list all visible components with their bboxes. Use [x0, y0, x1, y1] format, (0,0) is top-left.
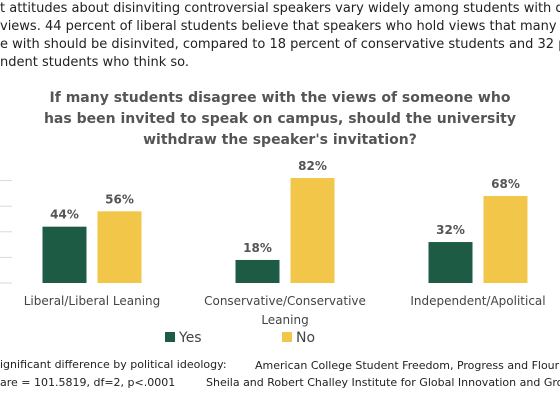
source: Sheila and Robert Challey Institute for …: [206, 376, 560, 389]
legend-label: Yes: [178, 330, 202, 346]
data-label: 18%: [243, 241, 272, 255]
paragraph-line: views. 44 percent of liberal students be…: [0, 19, 560, 34]
chart-title: If many students disagree with the views…: [43, 90, 517, 148]
data-label: 44%: [50, 208, 79, 222]
x-tick-label: Independent/Apolitical: [410, 294, 546, 308]
data-label: 82%: [298, 159, 327, 173]
data-label: 68%: [491, 177, 520, 191]
paragraph-line: ndent students who think so.: [0, 55, 189, 70]
bar: [428, 242, 473, 283]
legend-label: No: [296, 330, 315, 346]
x-tick-label: Liberal/Liberal Leaning: [23, 294, 161, 308]
data-label: 32%: [436, 223, 465, 237]
note: are = 101.5819, df=2, p<.0001: [0, 376, 176, 389]
source: American College Student Freedom, Progre…: [255, 359, 560, 372]
bar: [42, 226, 87, 283]
note: ignificant difference by political ideol…: [0, 358, 227, 371]
paragraph-line: t attitudes about disinviting controvers…: [0, 1, 560, 16]
bar: [235, 259, 280, 283]
bar: [290, 178, 335, 283]
data-label: 56%: [105, 192, 134, 206]
bar: [483, 195, 528, 283]
x-tick-label: Conservative/Conservative Leaning: [204, 294, 366, 327]
paragraph-line: e with should be disinvited, compared to…: [0, 37, 560, 52]
legend-swatch: [165, 332, 175, 342]
legend-swatch: [282, 332, 292, 342]
bar: [97, 211, 142, 283]
